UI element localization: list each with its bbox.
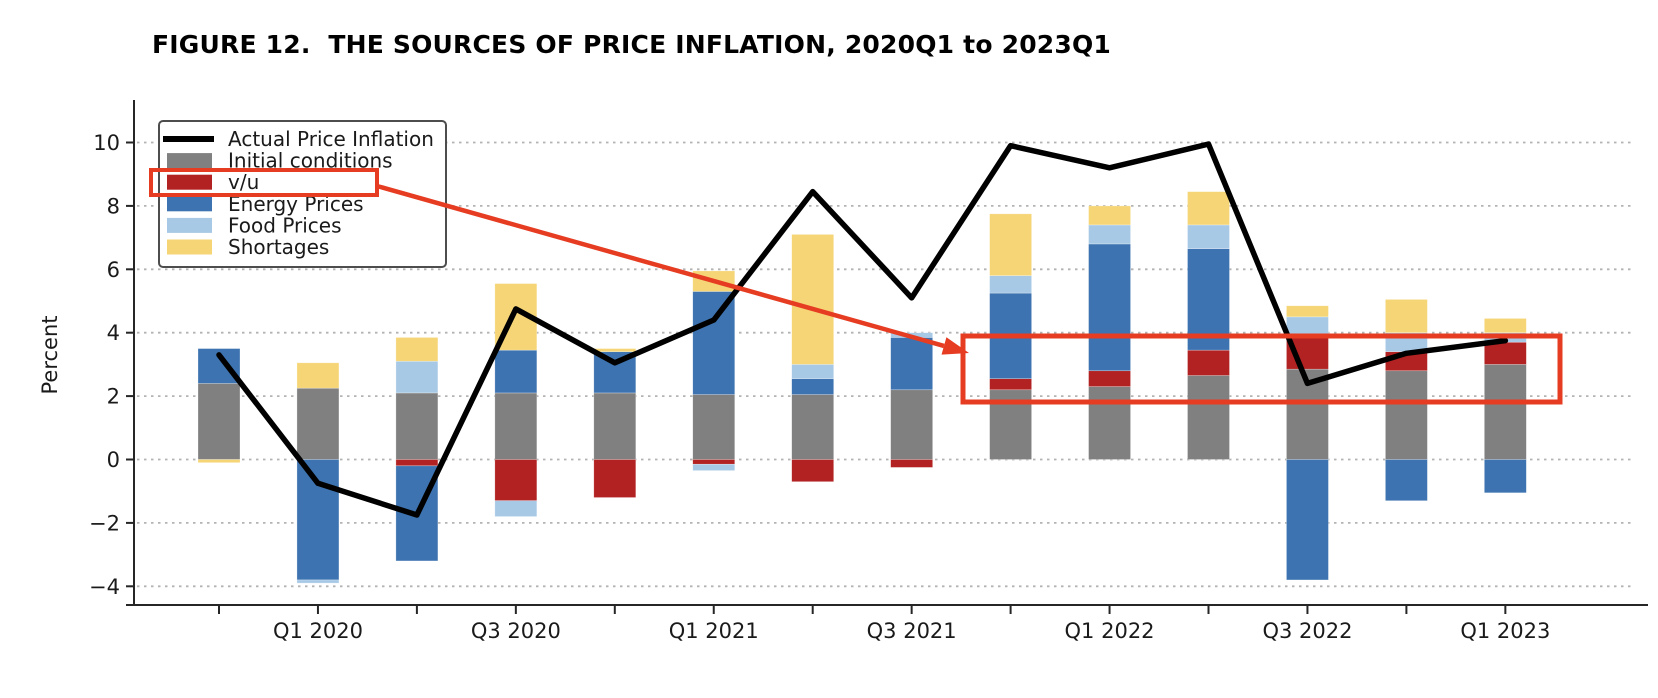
bar-segment-2021Q1-energy-prices [692,291,736,395]
bar-segment-2021Q4-v-u [989,378,1032,391]
legend-swatch-4 [167,239,212,255]
annotation-arrow-head [941,337,969,355]
bar-segment-2022Q2-v-u [1187,349,1230,376]
x-tick-label: Q1 2021 [669,619,759,643]
bar-segment-2022Q4-shortages [1385,299,1428,334]
bar-segment-2020Q4-shortages [593,348,637,353]
legend-swatch-3 [167,217,212,233]
bar-segment-2020Q2-shortages [395,337,439,362]
bar-segment-2021Q3-initial-conditions [890,389,933,460]
legend-label: v/u [228,170,259,194]
bar-segment-2021Q2-v-u [791,459,835,482]
figure-title: FIGURE 12. THE SOURCES OF PRICE INFLATIO… [152,30,1112,59]
vu-bars-highlight-box [960,333,1563,405]
bar-segment-2020Q2-v-u [395,459,439,467]
bar-segment-2020Q1-energy-prices [296,459,340,581]
annotation-arrow-shaft [376,183,945,349]
bar-segment-2020Q1-initial-conditions [296,387,340,460]
legend-label: Actual Price Inflation [228,127,434,151]
bar-segment-2020Q4-initial-conditions [593,392,637,460]
legend-swatch-2 [167,196,212,212]
legend-label: Shortages [228,235,329,259]
bar-segment-2019Q4-initial-conditions [197,383,241,460]
x-tick-label: Q3 2020 [471,619,561,643]
bar-segment-2022Q2-food-prices [1187,224,1230,249]
bar-segment-2022Q4-energy-prices [1385,459,1428,502]
bar-segment-2022Q1-food-prices [1088,224,1131,245]
bar-segment-2022Q1-v-u [1088,370,1131,387]
legend-label: Food Prices [228,213,342,237]
y-tick-label: −2 [89,511,120,535]
x-tick-label: Q3 2022 [1262,619,1352,643]
y-tick-label: 2 [107,385,120,409]
bar-segment-2022Q1-initial-conditions [1088,386,1131,460]
bar-segment-2021Q2-initial-conditions [791,394,835,460]
bar-segment-2020Q3-food-prices [494,500,538,517]
x-tick-label: Q1 2023 [1460,619,1550,643]
bar-segment-2022Q1-energy-prices [1088,243,1131,372]
bar-segment-2020Q1-shortages [296,362,340,389]
bar-segment-2020Q3-initial-conditions [494,392,538,460]
bar-segment-2023Q1-v-u [1484,341,1527,365]
bar-segment-2021Q2-shortages [791,234,835,365]
bar-segment-2021Q2-food-prices [791,364,835,379]
y-tick-label: 4 [107,321,120,345]
legend-swatch-1 [167,174,212,190]
bar-segment-2022Q3-shortages [1286,305,1329,318]
bar-segment-2020Q4-v-u [593,459,637,498]
bar-segment-2022Q1-shortages [1088,205,1131,226]
bar-segment-2023Q1-energy-prices [1484,459,1527,494]
y-tick-label: 10 [93,131,120,155]
bar-segment-2020Q1-food-prices [296,579,340,584]
y-axis-title: Percent [38,315,62,394]
bar-segment-2021Q2-energy-prices [791,378,835,395]
bar-segment-2022Q4-initial-conditions [1385,370,1428,460]
bar-segment-2020Q3-energy-prices [494,349,538,394]
bar-segment-2021Q1-food-prices [692,463,736,471]
bar-segment-2020Q3-v-u [494,459,538,502]
y-tick-label: 6 [107,258,120,282]
bar-segment-2022Q2-initial-conditions [1187,375,1230,460]
bar-segment-2022Q2-energy-prices [1187,248,1230,351]
x-tick-label: Q1 2020 [273,619,363,643]
bar-segment-2021Q4-food-prices [989,275,1032,294]
bar-segment-2021Q1-initial-conditions [692,394,736,460]
bar-segment-2023Q1-initial-conditions [1484,364,1527,460]
bar-segment-2022Q2-shortages [1187,191,1230,226]
bar-segment-2021Q3-energy-prices [890,337,933,391]
actual-price-inflation-line [216,141,1509,518]
bar-segment-2023Q1-shortages [1484,318,1527,333]
vu-legend-highlight-box [149,168,379,197]
bar-segment-2019Q4-shortages [197,459,241,463]
bar-segment-2021Q4-shortages [989,213,1032,276]
y-tick-label: −4 [89,575,120,599]
bar-segment-2020Q2-initial-conditions [395,392,439,460]
y-tick-label: 0 [107,448,120,472]
bar-segment-2022Q3-energy-prices [1286,459,1329,581]
legend-swatch-0 [167,153,212,169]
x-tick-label: Q3 2021 [867,619,957,643]
bar-segment-2020Q2-food-prices [395,360,439,394]
y-tick-label: 8 [107,194,120,218]
bar-segment-2021Q3-v-u [890,459,933,468]
bar-segment-2021Q1-v-u [692,459,736,465]
x-tick-label: Q1 2022 [1065,619,1155,643]
